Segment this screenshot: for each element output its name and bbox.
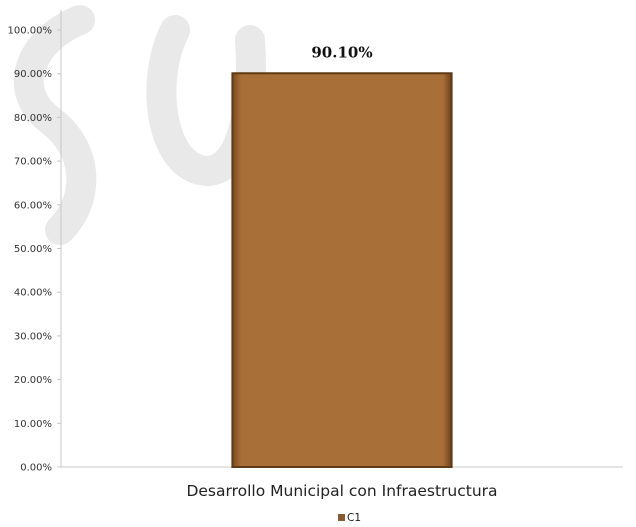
watermark	[13, 5, 266, 245]
y-tick-label: 20.00%	[14, 375, 52, 386]
x-category-label: Desarrollo Municipal con Infraestructura	[186, 482, 497, 500]
y-tick-label: 10.00%	[14, 419, 52, 430]
y-axis-ticks: 0.00% 10.00% 20.00% 30.00% 40.00% 50.00% 60.00…	[8, 26, 61, 474]
y-tick-label: 40.00%	[14, 288, 52, 299]
bar-c1	[231, 72, 453, 468]
y-tick-label: 80.00%	[14, 113, 52, 124]
x-axis-labels: Desarrollo Municipal con Infraestructura	[186, 482, 497, 500]
y-tick-label: 0.00%	[20, 463, 52, 474]
bar-data-label: 90.10%	[311, 43, 372, 61]
data-labels: 90.10%	[311, 43, 372, 61]
legend: C1	[338, 512, 361, 524]
bars	[231, 72, 453, 468]
y-tick-label: 60.00%	[14, 200, 52, 211]
legend-swatch	[338, 514, 345, 521]
y-tick-label: 70.00%	[14, 157, 52, 168]
y-tick-label: 50.00%	[14, 244, 52, 255]
y-tick-label: 30.00%	[14, 331, 52, 342]
y-tick-label: 90.00%	[14, 69, 52, 80]
legend-label: C1	[347, 512, 361, 524]
y-tick-label: 100.00%	[8, 26, 53, 37]
